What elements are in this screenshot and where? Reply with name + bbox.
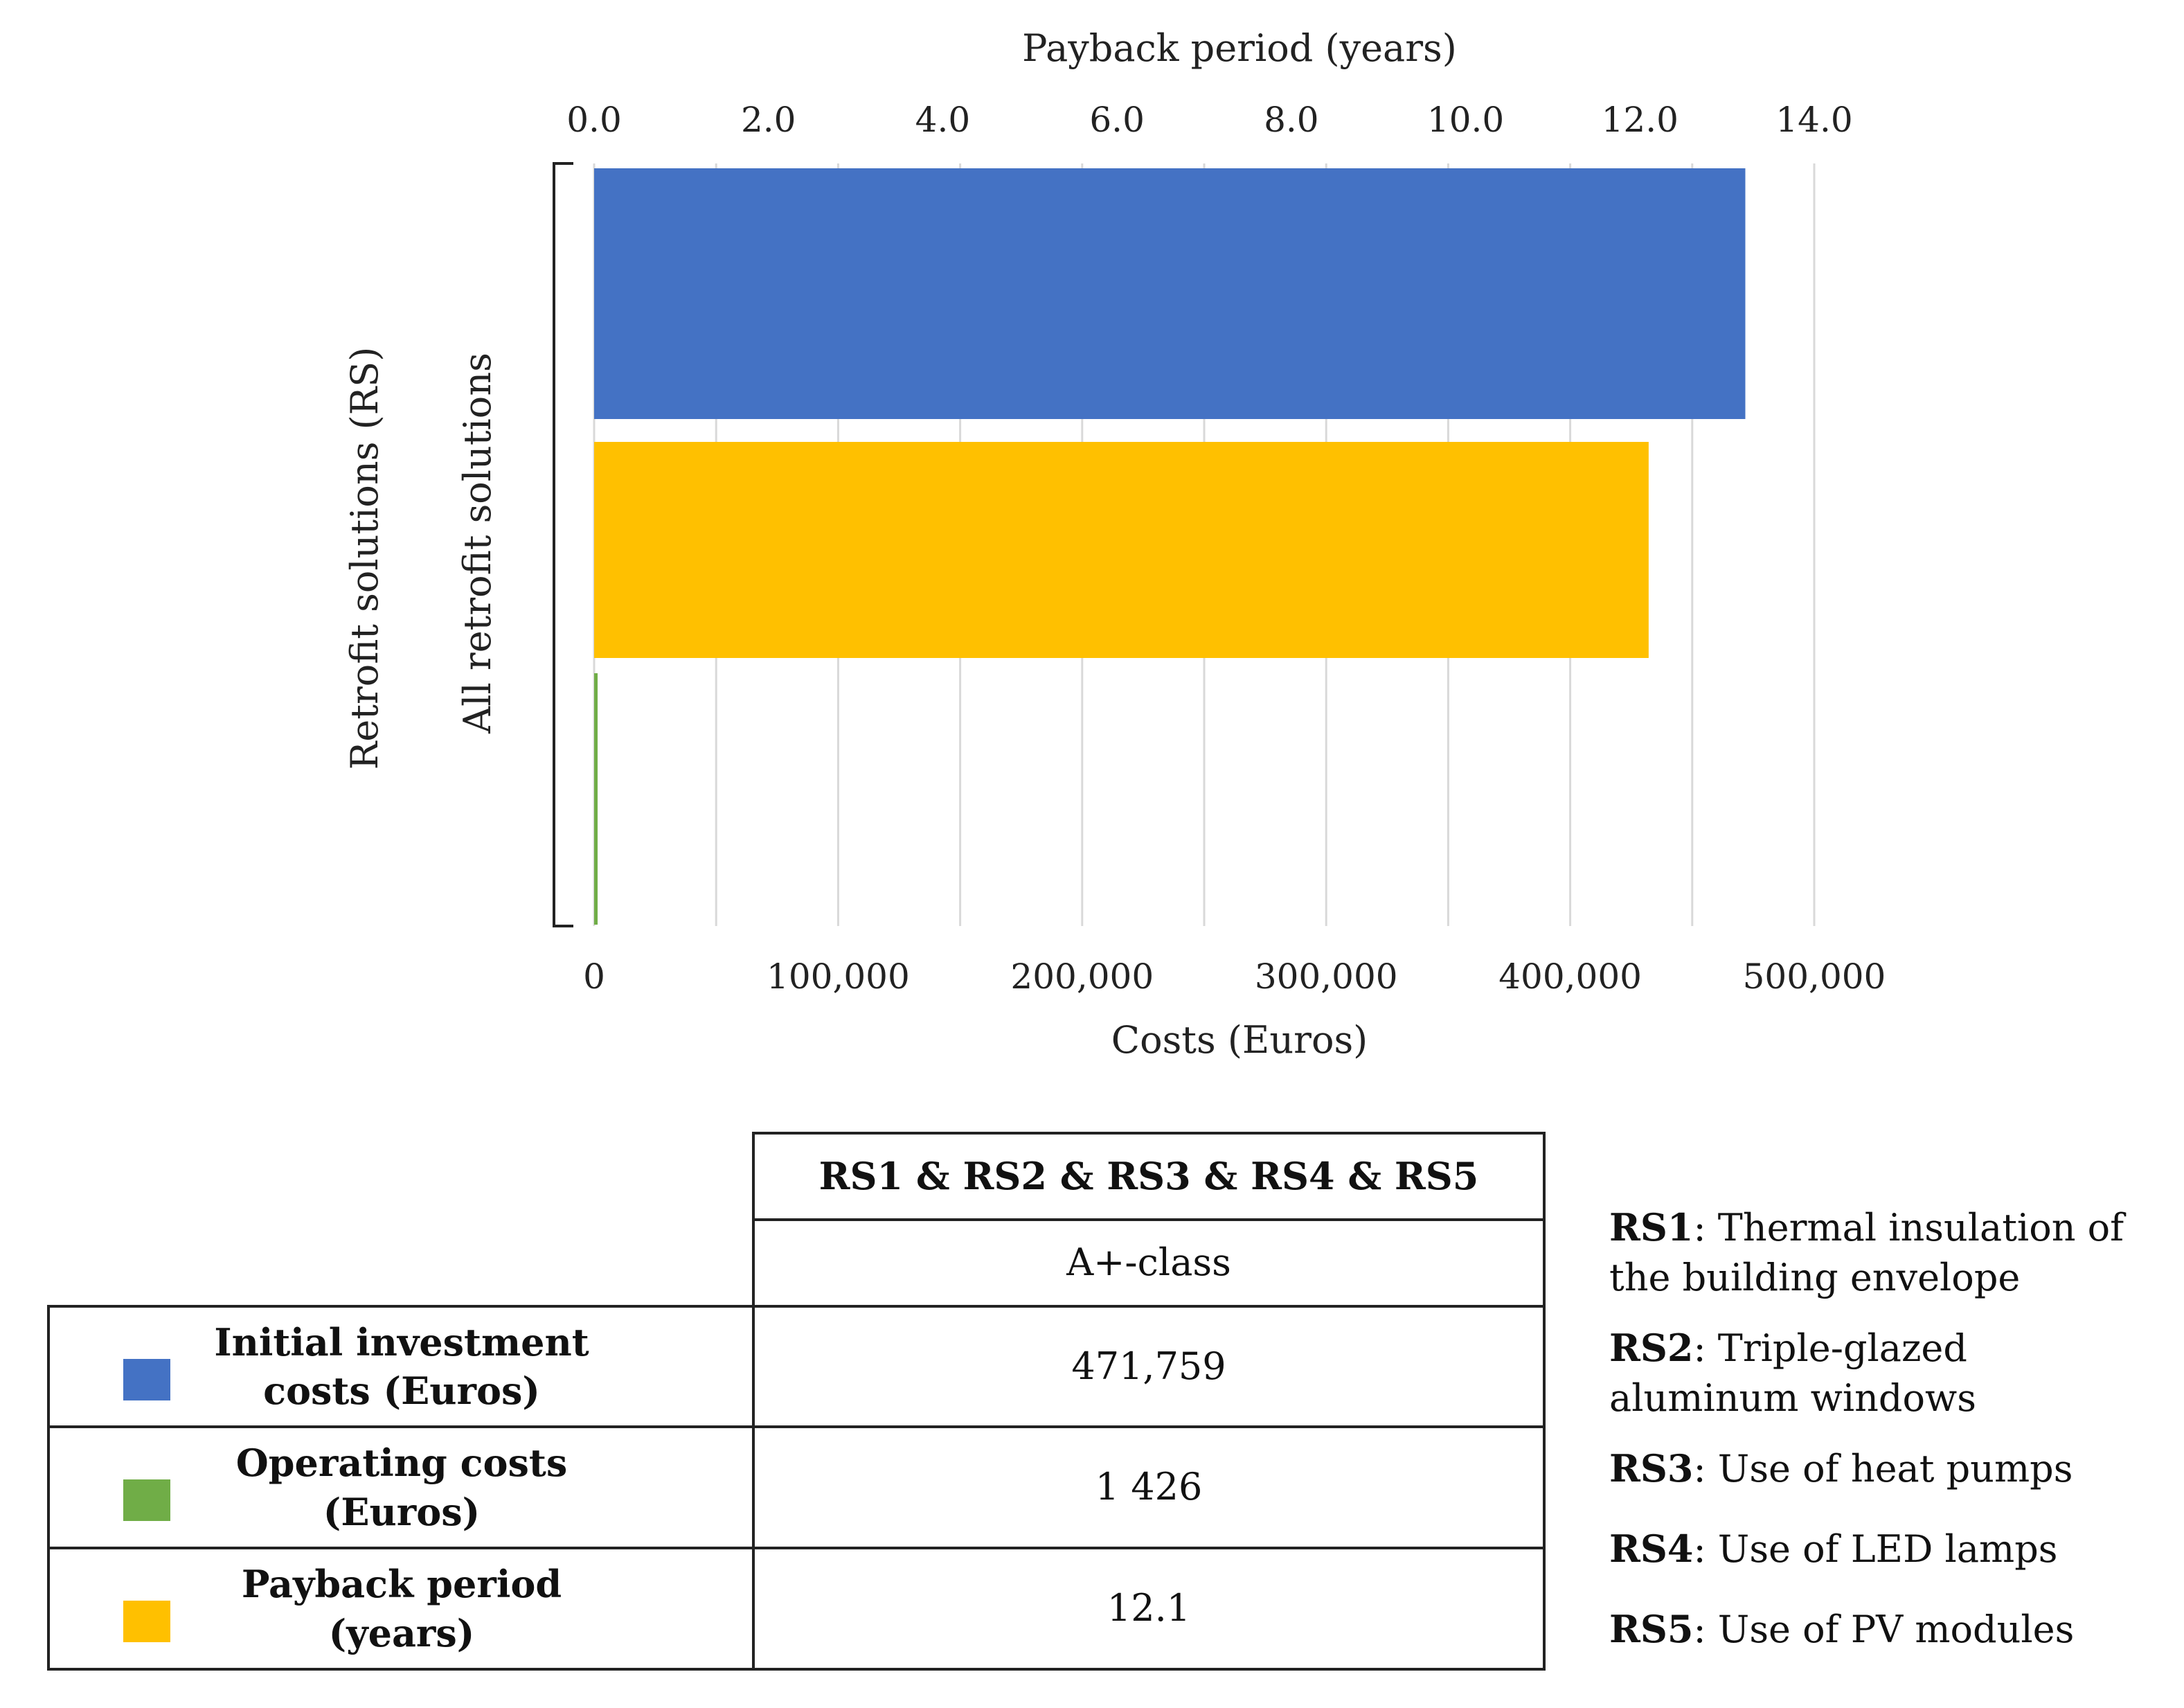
top-tick-label: 2.0 — [741, 100, 796, 140]
note-code: RS4 — [1609, 1527, 1694, 1571]
bottom-axis-title: Costs (Euros) — [1111, 1018, 1368, 1062]
top-tick-label: 4.0 — [915, 100, 971, 140]
note-code: RS2 — [1609, 1326, 1694, 1370]
row-label-line: Initial investment — [214, 1319, 589, 1364]
note-rs4: RS4: Use of LED lamps — [1609, 1524, 2163, 1574]
row-value-operating-costs: 1 426 — [1095, 1465, 1203, 1509]
bottom-tick-label: 400,000 — [1498, 957, 1642, 997]
top-tick-label: 10.0 — [1427, 100, 1504, 140]
table-line — [753, 1132, 1546, 1135]
row-label-line: costs (Euros) — [263, 1369, 540, 1413]
note-rs2: RS2: Triple-glazed aluminum windows — [1609, 1323, 2163, 1423]
row-label-payback-period: Payback period (years) — [208, 1549, 596, 1668]
bars — [594, 168, 1746, 925]
note-text: : Thermal insulation of the building env… — [1609, 1206, 2124, 1299]
table-line — [752, 1132, 755, 1671]
legend-swatch-payback-period — [123, 1601, 170, 1642]
top-axis-title: Payback period (years) — [1022, 26, 1457, 70]
table-line — [47, 1668, 1546, 1671]
table-line — [1543, 1132, 1546, 1671]
row-value-payback-period: 12.1 — [1107, 1586, 1191, 1630]
table-line — [753, 1218, 1546, 1221]
note-text: : Use of LED lamps — [1693, 1527, 2058, 1571]
bottom-tick-label: 100,000 — [767, 957, 910, 997]
row-value-initial-investment: 471,759 — [1071, 1344, 1226, 1388]
table-line — [47, 1425, 1546, 1428]
table-column-header: RS1 & RS2 & RS3 & RS4 & RS5 — [818, 1154, 1479, 1199]
table-column-subheader: A+-class — [1066, 1240, 1231, 1285]
note-rs5: RS5: Use of PV modules — [1609, 1604, 2163, 1655]
note-text: : Use of heat pumps — [1693, 1447, 2073, 1491]
bottom-tick-label: 0 — [583, 957, 605, 997]
table-line — [47, 1305, 1546, 1308]
note-rs1: RS1: Thermal insulation of the building … — [1609, 1202, 2163, 1303]
bar-initial-investment-costs-euros — [594, 168, 1746, 419]
chart: 0 100,000 200,000 300,000 400,000 500,000 0.0 2… — [343, 26, 1886, 1062]
bar-payback-period-years — [594, 442, 1649, 658]
tick-labels: 0 100,000 200,000 300,000 400,000 500,000 0.0 2… — [566, 100, 1886, 997]
row-label-operating-costs: Operating costs (Euros) — [208, 1428, 596, 1547]
legend-swatch-operating-costs — [123, 1479, 170, 1521]
category-bracket — [553, 162, 573, 927]
note-rs3: RS3: Use of heat pumps — [1609, 1443, 2163, 1494]
row-label-initial-investment: Initial investment costs (Euros) — [208, 1308, 596, 1425]
note-text: : Use of PV modules — [1693, 1608, 2075, 1651]
note-code: RS1 — [1609, 1205, 1694, 1249]
top-tick-label: 14.0 — [1775, 100, 1852, 140]
top-tick-label: 6.0 — [1089, 100, 1145, 140]
table-line — [47, 1547, 1546, 1549]
category-label: All retrofit solutions — [456, 353, 499, 734]
row-label-line: (years) — [328, 1610, 475, 1655]
top-tick-label: 8.0 — [1264, 100, 1319, 140]
row-label-line: Payback period — [241, 1562, 562, 1607]
top-tick-label: 12.0 — [1602, 100, 1679, 140]
bottom-tick-label: 300,000 — [1255, 957, 1398, 997]
table-line — [47, 1305, 50, 1671]
bar-operating-costs-euros — [594, 673, 598, 925]
note-code: RS5 — [1609, 1607, 1694, 1651]
bottom-tick-label: 200,000 — [1010, 957, 1154, 997]
category-axis-title: Retrofit solutions (RS) — [343, 347, 386, 770]
row-label-line: (Euros) — [323, 1489, 481, 1534]
note-code: RS3 — [1609, 1446, 1694, 1491]
bottom-tick-label: 500,000 — [1743, 957, 1886, 997]
note-text: : Triple-glazed aluminum windows — [1609, 1326, 1976, 1420]
row-label-line: Operating costs — [235, 1441, 568, 1486]
legend-swatch-initial-investment — [123, 1359, 170, 1400]
top-tick-label: 0.0 — [566, 100, 622, 140]
